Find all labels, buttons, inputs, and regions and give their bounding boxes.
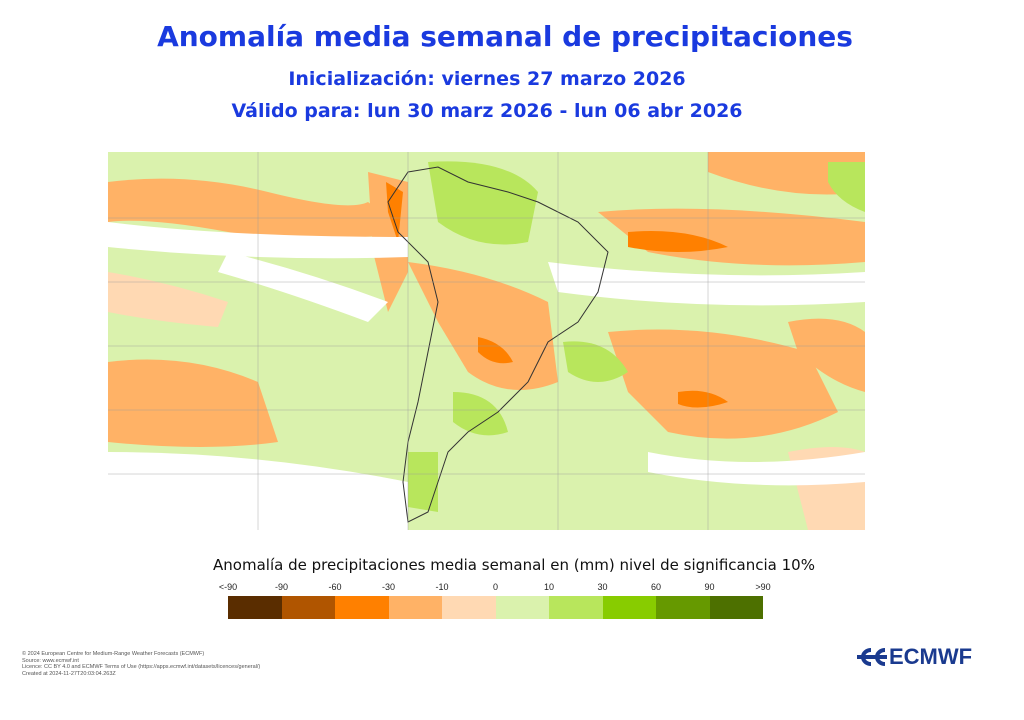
footer-line: Source: www.ecmwf.int — [22, 657, 79, 664]
ecmwf-logo-icon — [857, 648, 887, 666]
legend-swatch — [281, 596, 335, 619]
footer-credits: © 2024 European Centre for Medium-Range … — [22, 651, 260, 677]
coastline — [387, 166, 609, 523]
footer-line: © 2024 European Centre for Medium-Range … — [22, 651, 205, 657]
legend-tick: 0 — [492, 582, 499, 592]
precipitation-anomaly-map — [108, 152, 865, 530]
legend-tick: <-90 — [218, 582, 238, 592]
legend-colorbar — [228, 596, 763, 619]
ecmwf-logo: ECMWF — [855, 644, 972, 670]
legend-tick: 90 — [704, 582, 715, 592]
valid-period: Válido para: lun 30 marz 2026 - lun 06 a… — [231, 100, 743, 122]
legend-tick: -60 — [328, 582, 342, 592]
initialization-date: Inicialización: viernes 27 marzo 2026 — [288, 68, 686, 90]
legend-swatch — [335, 596, 389, 619]
strong-negative-areas — [386, 182, 728, 408]
graticule — [108, 152, 865, 530]
legend-swatch — [549, 596, 603, 619]
page-title: Anomalía media semanal de precipitacione… — [157, 20, 853, 53]
footer-line: Licence: CC BY 4.0 and ECMWF Terms of Us… — [22, 664, 261, 670]
legend-tick: -30 — [381, 582, 396, 592]
legend-tick: 60 — [650, 582, 662, 592]
legend-tick: -90 — [274, 582, 289, 592]
legend-swatch — [388, 596, 442, 619]
legend-tick: >90 — [755, 582, 771, 592]
legend-swatch — [228, 596, 282, 619]
ecmwf-logo-text: ECMWF — [889, 644, 973, 669]
legend-swatch — [442, 596, 496, 619]
legend-tick: -10 — [435, 582, 449, 592]
legend-tick: 10 — [543, 582, 555, 592]
legend-swatch — [656, 596, 710, 619]
legend-tick: 30 — [597, 582, 608, 592]
legend-swatch — [709, 596, 763, 619]
positive-anomaly-areas — [408, 161, 865, 512]
legend-ticks: <-90 -90 -60 -30 -10 0 10 30 60 90 >90 — [218, 582, 780, 594]
footer-line: Created at 2024-11-27T20:03:04.263Z — [22, 670, 116, 677]
legend-title: Anomalía de precipitaciones media semana… — [213, 556, 815, 574]
legend-swatch — [495, 596, 549, 619]
legend-swatch — [602, 596, 656, 619]
